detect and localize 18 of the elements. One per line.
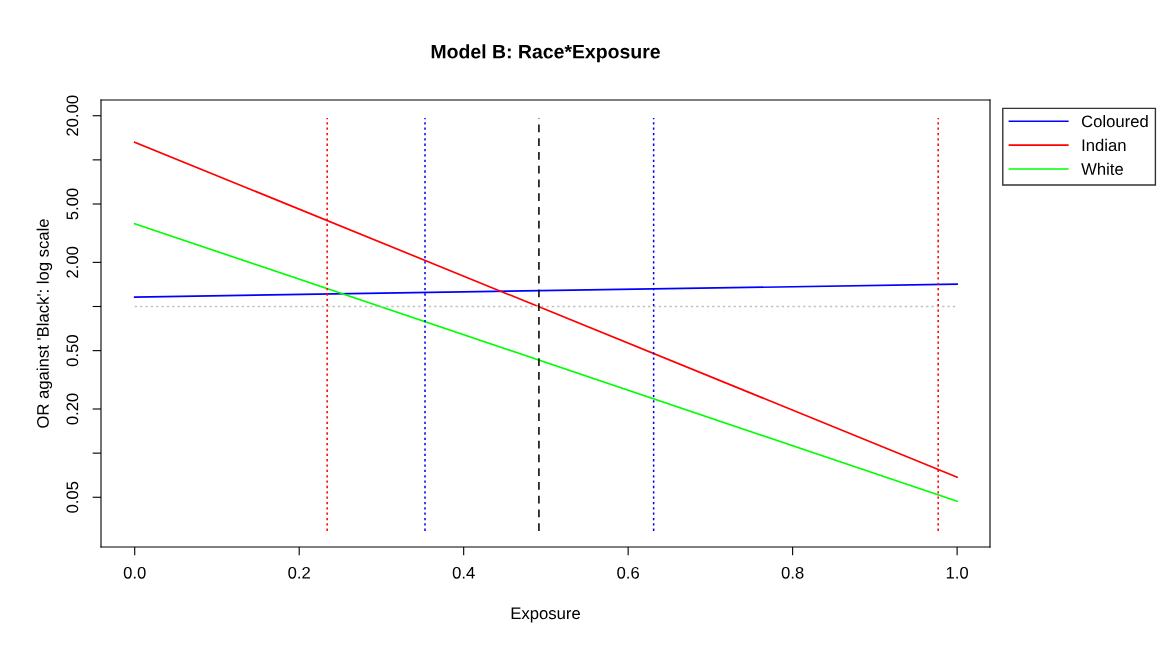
- legend-label: White: [1081, 162, 1123, 175]
- x-tick-label: 1.0: [946, 566, 969, 579]
- y-tick-label: 20.00: [66, 95, 79, 136]
- legend-label: Indian: [1082, 138, 1126, 152]
- x-tick-label: 0.6: [617, 566, 639, 579]
- x-tick-label: 0.2: [288, 566, 310, 579]
- y-tick-label: 0.20: [66, 393, 79, 425]
- y-tick-label: 2.00: [66, 246, 79, 278]
- x-axis-title: Exposure: [511, 607, 580, 623]
- chart-title: Model B: Race*Exposure: [431, 44, 660, 63]
- x-tick-label: 0.4: [452, 566, 475, 579]
- y-tick-label: 0.50: [66, 335, 79, 367]
- legend-label: Coloured: [1081, 115, 1148, 128]
- x-tick-label: 0.0: [123, 566, 146, 579]
- y-tick-label: 0.05: [66, 481, 79, 513]
- y-axis-title: OR against 'Black': log scale: [36, 219, 53, 428]
- y-tick-label: 5.00: [66, 188, 79, 220]
- x-tick-label: 0.8: [781, 566, 804, 579]
